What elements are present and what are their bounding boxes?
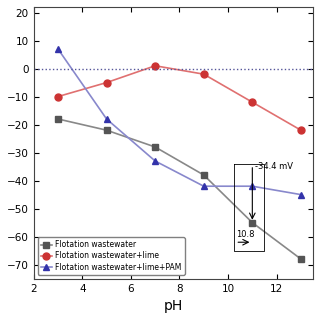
Flotation wastewater	[56, 117, 60, 121]
Flotation wastewater+lime	[153, 64, 157, 68]
Flotation wastewater	[105, 128, 108, 132]
Flotation wastewater+lime+PAM	[153, 159, 157, 163]
X-axis label: pH: pH	[164, 299, 183, 313]
Flotation wastewater+lime	[202, 72, 206, 76]
Line: Flotation wastewater+lime+PAM: Flotation wastewater+lime+PAM	[54, 45, 304, 198]
Flotation wastewater+lime+PAM	[251, 184, 254, 188]
Line: Flotation wastewater+lime: Flotation wastewater+lime	[54, 62, 304, 134]
Flotation wastewater	[251, 221, 254, 225]
Flotation wastewater+lime+PAM	[299, 193, 303, 196]
Flotation wastewater+lime	[56, 95, 60, 99]
Flotation wastewater	[202, 173, 206, 177]
Text: -34.4 mV: -34.4 mV	[255, 163, 293, 172]
Flotation wastewater+lime	[251, 100, 254, 104]
Legend: Flotation wastewater, Flotation wastewater+lime, Flotation wastewater+lime+PAM: Flotation wastewater, Flotation wastewat…	[37, 237, 185, 275]
Line: Flotation wastewater: Flotation wastewater	[54, 116, 304, 262]
Flotation wastewater+lime+PAM	[202, 184, 206, 188]
Flotation wastewater	[153, 145, 157, 149]
Flotation wastewater+lime+PAM	[56, 47, 60, 51]
Flotation wastewater+lime	[105, 81, 108, 84]
Flotation wastewater+lime	[299, 128, 303, 132]
Flotation wastewater+lime+PAM	[105, 117, 108, 121]
Flotation wastewater	[299, 257, 303, 261]
Text: 10.8: 10.8	[236, 230, 255, 239]
